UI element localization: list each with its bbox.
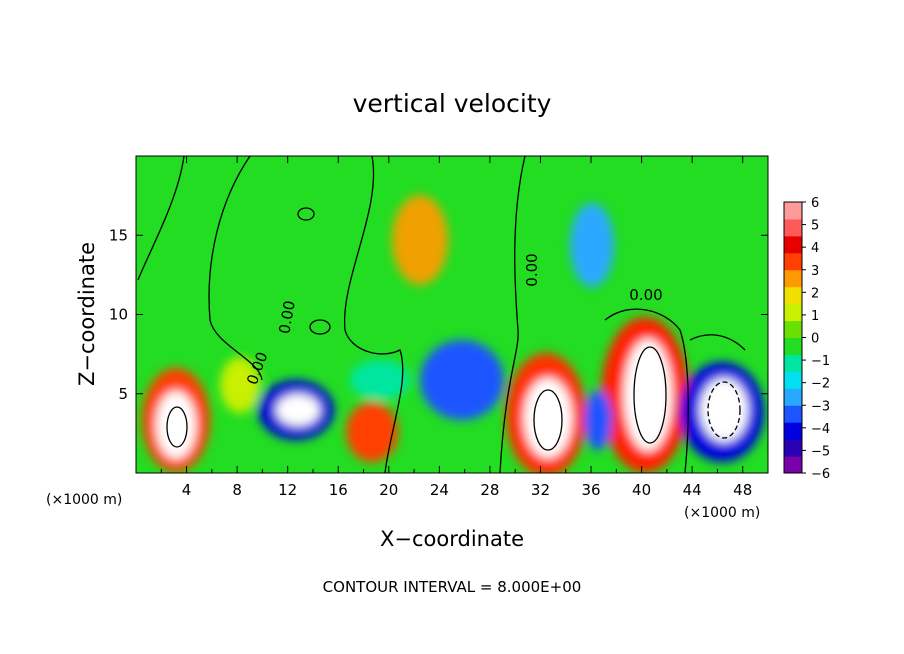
updraft-x19 (346, 402, 398, 462)
x-axis-ticks: 4 8 12 16 20 24 28 32 36 40 44 48 (160, 156, 752, 499)
contour-x20 (343, 156, 404, 473)
contour-core-x4 (166, 406, 188, 448)
contour-label-4: 0.00 (629, 286, 662, 304)
colorbar-tick-label: 5 (811, 219, 819, 234)
colorbar-swatch (784, 286, 802, 305)
colorbar-tick-label: −3 (811, 399, 830, 414)
contour-x10 (208, 156, 263, 381)
colorbar-swatch (784, 269, 802, 288)
plot-area: 0.00 0.00 0.00 0.00 (136, 156, 768, 473)
zero-contours (137, 156, 746, 473)
x-tick-label: 20 (379, 481, 398, 499)
colorbar-tick-label: −1 (811, 354, 830, 369)
contour-isle-x14 (297, 207, 315, 221)
updraft-x23-upper (392, 195, 448, 285)
x-unit-left: (×1000 m) (46, 492, 122, 508)
contour-core-x40 (633, 346, 667, 444)
colorbar: 6 5 4 3 2 1 0 −1 −2 −3 −4 −5 −6 (783, 196, 830, 482)
x-tick-label: 28 (480, 481, 499, 499)
updraft-x4-core (156, 391, 196, 459)
contour-core-x32 (533, 389, 563, 451)
updraft-x40-core (624, 339, 672, 451)
contour-core-x46 (707, 381, 741, 439)
x-unit-right: (×1000 m) (684, 505, 760, 521)
x-tick-label: 12 (278, 481, 297, 499)
colorbar-swatch (784, 439, 802, 457)
colorbar-swatch (784, 303, 802, 322)
colorbar-tick-label: 6 (811, 196, 819, 211)
colorbar-tick-label: 1 (811, 309, 819, 324)
x-tick-label: 24 (430, 481, 449, 499)
x-tick-label: 48 (733, 481, 752, 499)
colorbar-swatch (784, 218, 802, 237)
x-tick-label: 8 (232, 481, 242, 499)
colorbar-swatch (784, 320, 802, 338)
colorbar-tick-label: −2 (811, 377, 830, 392)
x-axis-label: X−coordinate (380, 527, 524, 551)
contour-interval-footer: CONTOUR INTERVAL = 8.000E+00 (323, 578, 582, 596)
cyan-band-x22 (350, 360, 410, 400)
y-axis-label: Z−coordinate (75, 242, 99, 386)
colorbar-swatch (784, 422, 802, 440)
downdraft-x13-core (276, 394, 320, 426)
y-axis-ticks: 5 10 15 (109, 226, 768, 403)
contour-label-3: 0.00 (523, 253, 541, 286)
contour-x44 (689, 334, 746, 351)
colorbar-tick-label: −6 (811, 467, 830, 482)
y-tick-label: 5 (118, 385, 128, 403)
y-tick-label: 10 (109, 306, 128, 324)
x-tick-label: 32 (531, 481, 550, 499)
x-tick-label: 36 (581, 481, 600, 499)
downdraft-x26 (420, 340, 504, 420)
colorbar-swatch (784, 354, 802, 372)
x-tick-label: 40 (632, 481, 651, 499)
colorbar-tick-label: 3 (811, 264, 819, 279)
colorbar-tick-label: 4 (811, 241, 819, 256)
downdraft-x36 (584, 390, 612, 450)
contour-x5 (137, 156, 185, 281)
field-blobs (142, 195, 764, 473)
colorbar-swatch (784, 252, 802, 271)
colorbar-tick-label: −5 (811, 444, 830, 459)
chart-title: vertical velocity (353, 89, 552, 118)
weak-updraft-x9 (220, 357, 260, 413)
x-tick-label: 16 (329, 481, 348, 499)
colorbar-swatch (784, 202, 802, 220)
colorbar-swatch (784, 235, 802, 254)
colorbar-tick-label: 2 (811, 286, 819, 301)
colorbar-swatch (784, 456, 802, 474)
y-tick-label: 15 (109, 226, 128, 244)
contour-x40 (604, 308, 689, 473)
colorbar-tick-label: −4 (811, 422, 830, 437)
colorbar-tick-label: 0 (811, 332, 819, 347)
updraft-x32-core (524, 378, 572, 458)
colorbar-swatch (784, 388, 802, 406)
downdraft-x36-upper (570, 203, 614, 287)
x-tick-label: 44 (683, 481, 702, 499)
colorbar-swatch (784, 337, 802, 355)
colorbar-swatch (784, 371, 802, 389)
x-tick-label: 4 (182, 481, 192, 499)
contour-x30 (499, 156, 526, 473)
contour-isle-x15 (309, 319, 331, 335)
colorbar-swatch (784, 405, 802, 423)
contour-label-1: 0.00 (275, 299, 299, 335)
downdraft-x46-core (700, 378, 748, 442)
